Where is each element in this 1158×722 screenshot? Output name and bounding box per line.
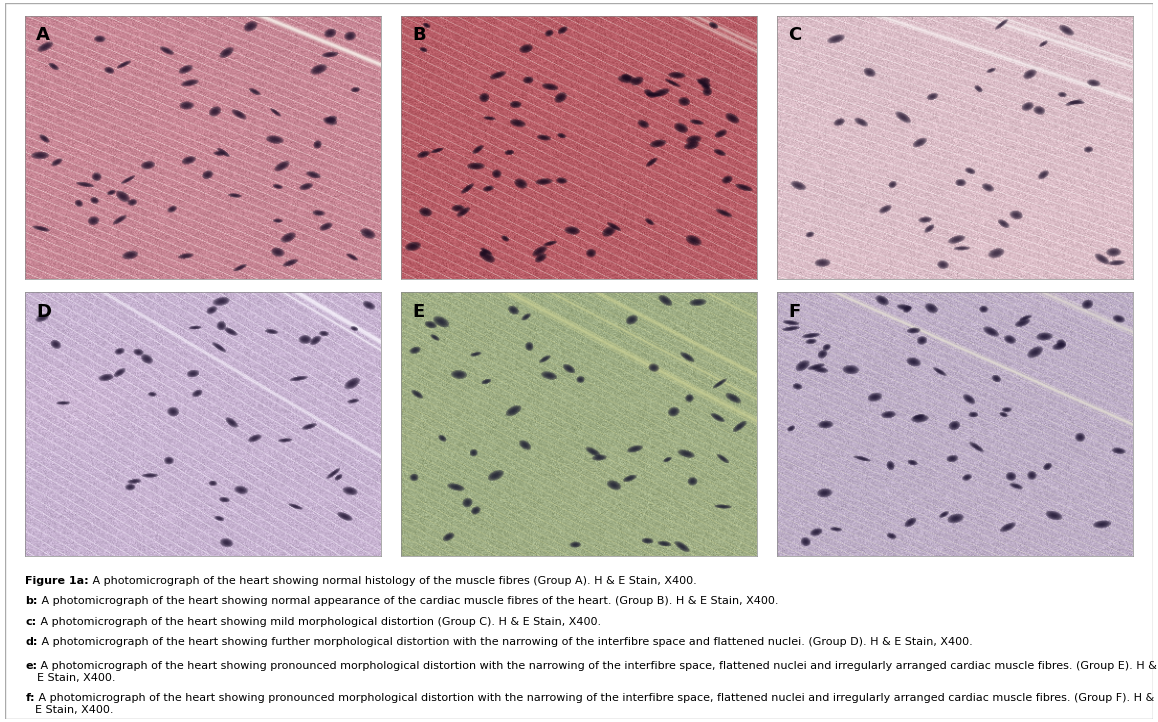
Text: A photomicrograph of the heart showing pronounced morphological distortion with : A photomicrograph of the heart showing p…: [35, 693, 1155, 715]
Text: A photomicrograph of the heart showing further morphological distortion with the: A photomicrograph of the heart showing f…: [38, 637, 973, 647]
Text: F: F: [789, 303, 800, 321]
Text: e:: e:: [25, 661, 37, 671]
Text: A photomicrograph of the heart showing normal histology of the muscle fibres (Gr: A photomicrograph of the heart showing n…: [89, 576, 697, 586]
Text: D: D: [36, 303, 51, 321]
Text: B: B: [412, 27, 426, 45]
Text: c:: c:: [25, 617, 37, 627]
Text: Figure 1a:: Figure 1a:: [25, 576, 89, 586]
Text: E: E: [412, 303, 424, 321]
Text: A photomicrograph of the heart showing pronounced morphological distortion with : A photomicrograph of the heart showing p…: [37, 661, 1157, 683]
Text: A: A: [36, 27, 50, 45]
Text: A photomicrograph of the heart showing normal appearance of the cardiac muscle f: A photomicrograph of the heart showing n…: [38, 596, 778, 606]
Text: f:: f:: [25, 693, 35, 703]
Text: d:: d:: [25, 637, 38, 647]
Text: b:: b:: [25, 596, 38, 606]
Text: C: C: [789, 27, 801, 45]
Text: A photomicrograph of the heart showing mild morphological distortion (Group C). : A photomicrograph of the heart showing m…: [37, 617, 601, 627]
